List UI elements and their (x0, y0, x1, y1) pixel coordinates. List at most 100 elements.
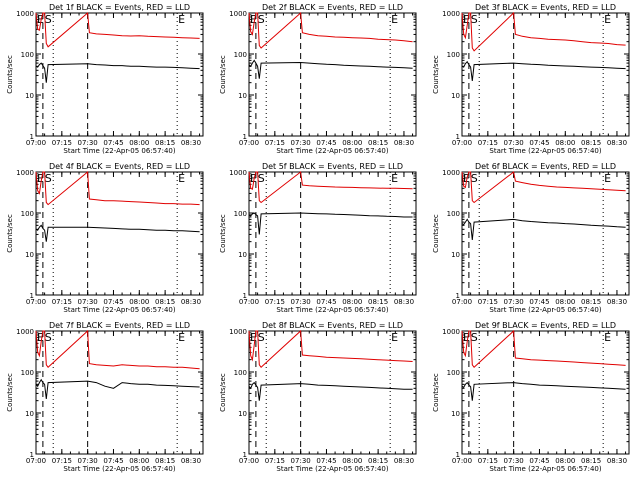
plot-frame (248, 171, 417, 296)
y-tick-label: 10 (238, 92, 247, 100)
events-series-line (461, 60, 626, 82)
y-axis-label: Counts/sec (219, 214, 227, 253)
x-tick-label: 07:45 (103, 298, 123, 306)
y-tick-label: 1 (243, 133, 247, 141)
annotation-label: E (391, 172, 398, 185)
x-tick-label: 07:30 (291, 298, 311, 306)
plot-frame (35, 171, 204, 296)
x-tick-label: 08:00 (342, 139, 362, 147)
chart-title: Det 7f BLACK = Events, RED = LLD (49, 321, 190, 330)
y-axis-label: Counts/sec (432, 373, 440, 412)
x-tick-label: 08:00 (555, 457, 575, 465)
x-tick-label: 08:30 (607, 298, 627, 306)
x-axis-label: Start Time (22-Apr-05 06:57:40) (63, 465, 175, 473)
chart-title: Det 3f BLACK = Events, RED = LLD (475, 3, 616, 12)
annotation-label: S (45, 13, 52, 26)
chart-panel: Det 6f BLACK = Events, RED = LLD 1 10 100 10… (432, 162, 630, 314)
annotation-label: S (45, 172, 52, 185)
annotation-label: E (178, 13, 185, 26)
y-tick-label: 100 (234, 369, 247, 377)
x-axis-label: Start Time (22-Apr-05 06:57:40) (276, 465, 388, 473)
y-tick-label: 1 (30, 292, 34, 300)
x-tick-label: 07:00 (26, 139, 46, 147)
annotation-label: S (258, 172, 265, 185)
x-tick-label: 07:15 (478, 457, 498, 465)
x-tick-label: 07:45 (529, 298, 549, 306)
x-tick-label: 07:00 (239, 139, 259, 147)
annotation-label: E (604, 172, 611, 185)
x-axis-label: Start Time (22-Apr-05 06:57:40) (276, 306, 388, 314)
y-tick-label: 10 (25, 410, 34, 418)
x-axis-label: Start Time (22-Apr-05 06:57:40) (489, 147, 601, 155)
x-tick-label: 08:15 (368, 139, 388, 147)
x-tick-label: 07:00 (26, 298, 46, 306)
x-tick-label: 07:15 (52, 139, 72, 147)
y-tick-label: 1 (456, 133, 460, 141)
y-tick-label: 1 (30, 451, 34, 459)
lld-series-line (461, 171, 626, 204)
annotation-label: E (604, 331, 611, 344)
x-tick-label: 07:30 (78, 298, 98, 306)
x-tick-label: 08:30 (394, 457, 414, 465)
x-tick-label: 07:30 (504, 139, 524, 147)
events-series-line (461, 381, 626, 401)
y-tick-label: 100 (447, 51, 460, 59)
x-tick-label: 08:30 (607, 457, 627, 465)
chart-panel: Det 4f BLACK = Events, RED = LLD 1 10 100 10… (6, 162, 204, 314)
x-tick-label: 07:30 (504, 298, 524, 306)
x-tick-label: 07:45 (529, 457, 549, 465)
x-axis-label: Start Time (22-Apr-05 06:57:40) (489, 465, 601, 473)
y-tick-label: 1 (30, 133, 34, 141)
events-series-line (248, 381, 413, 401)
y-axis-label: Counts/sec (6, 214, 14, 253)
x-tick-label: 08:00 (342, 457, 362, 465)
annotation-label: E (37, 172, 44, 185)
y-tick-label: 100 (447, 369, 460, 377)
y-axis-label: Counts/sec (219, 55, 227, 94)
plot-frame (461, 12, 630, 137)
plot-frame (461, 330, 630, 455)
x-tick-label: 08:00 (129, 298, 149, 306)
chart-title: Det 1f BLACK = Events, RED = LLD (49, 3, 190, 12)
chart-title: Det 2f BLACK = Events, RED = LLD (262, 3, 403, 12)
y-tick-label: 1 (456, 292, 460, 300)
plot-frame (248, 330, 417, 455)
annotation-label: E (37, 13, 44, 26)
x-tick-label: 07:45 (316, 457, 336, 465)
y-tick-label: 1000 (442, 10, 460, 18)
y-tick-label: 1000 (16, 328, 34, 336)
x-tick-label: 07:15 (478, 298, 498, 306)
annotation-label: E (463, 13, 470, 26)
y-tick-label: 100 (234, 210, 247, 218)
chart-panel: Det 7f BLACK = Events, RED = LLD 1 10 100 10… (6, 321, 204, 473)
x-tick-label: 07:30 (78, 457, 98, 465)
x-tick-label: 07:15 (52, 457, 72, 465)
lld-series-line (461, 11, 626, 52)
x-tick-label: 08:30 (607, 139, 627, 147)
chart-panel: Det 5f BLACK = Events, RED = LLD 1 10 100 10… (219, 162, 417, 314)
chart-panel: Det 3f BLACK = Events, RED = LLD 1 10 100 10… (432, 3, 630, 155)
x-tick-label: 08:00 (342, 298, 362, 306)
y-tick-label: 1000 (229, 328, 247, 336)
annotation-label: E (463, 331, 470, 344)
x-tick-label: 07:45 (529, 139, 549, 147)
chart-panel: Det 8f BLACK = Events, RED = LLD 1 10 100 10… (219, 321, 417, 473)
y-tick-label: 1000 (442, 169, 460, 177)
y-tick-label: 100 (234, 51, 247, 59)
chart-panel: Det 2f BLACK = Events, RED = LLD 1 10 100 10… (219, 3, 417, 155)
y-tick-label: 100 (21, 369, 34, 377)
x-tick-label: 07:15 (52, 298, 72, 306)
events-series-line (35, 62, 200, 83)
y-tick-label: 10 (451, 92, 460, 100)
annotation-label: S (258, 13, 265, 26)
x-tick-label: 07:00 (452, 139, 472, 147)
annotation-label: E (178, 172, 185, 185)
y-axis-label: Counts/sec (432, 55, 440, 94)
x-tick-label: 07:00 (452, 457, 472, 465)
x-tick-label: 07:00 (239, 298, 259, 306)
y-tick-label: 100 (21, 51, 34, 59)
x-tick-label: 07:00 (452, 298, 472, 306)
x-tick-label: 07:30 (291, 457, 311, 465)
x-tick-label: 08:30 (394, 139, 414, 147)
